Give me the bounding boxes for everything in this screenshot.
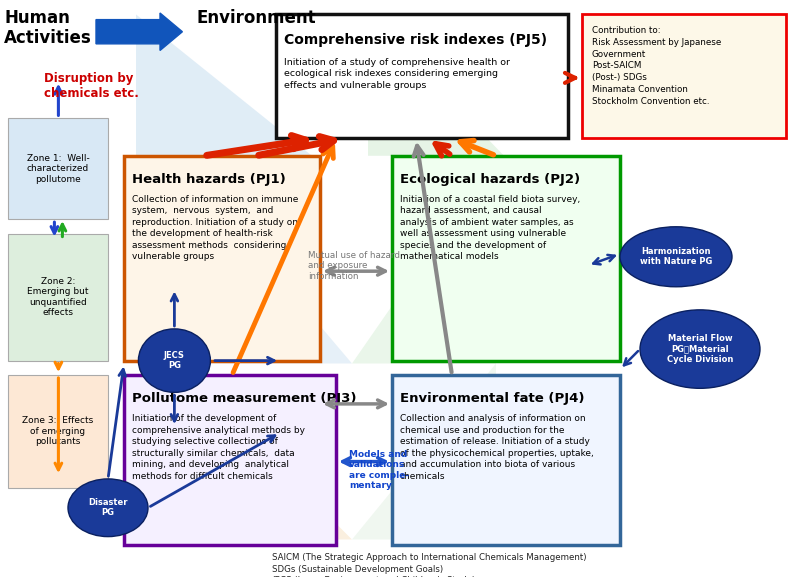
Text: Environmental fate (PJ4): Environmental fate (PJ4): [400, 392, 585, 406]
Text: Disruption by
chemicals etc.: Disruption by chemicals etc.: [44, 72, 139, 100]
Text: Mutual use of hazard
and exposure
information: Mutual use of hazard and exposure inform…: [308, 251, 400, 281]
Text: Human
Activities: Human Activities: [4, 9, 92, 47]
FancyBboxPatch shape: [124, 375, 336, 545]
Text: Zone 1:  Well-
characterized
pollutome: Zone 1: Well- characterized pollutome: [26, 154, 90, 183]
Polygon shape: [352, 364, 496, 539]
Text: Initiation of a coastal field biota survey,
hazard assessment, and causal
analys: Initiation of a coastal field biota surv…: [400, 195, 580, 261]
Text: SAICM (The Strategic Approach to International Chemicals Management)
SDGs (Susta: SAICM (The Strategic Approach to Interna…: [272, 553, 586, 577]
Text: Zone 3:  Effects
of emerging
pollutants: Zone 3: Effects of emerging pollutants: [22, 417, 94, 446]
Text: Comprehensive risk indexes (PJ5): Comprehensive risk indexes (PJ5): [284, 33, 547, 47]
FancyBboxPatch shape: [392, 156, 620, 361]
Polygon shape: [176, 364, 352, 539]
Text: Contribution to:
Risk Assessment by Japanese
Government
Post-SAICM
(Post-) SDGs
: Contribution to: Risk Assessment by Japa…: [592, 26, 722, 106]
Text: Disaster
PG: Disaster PG: [88, 498, 128, 518]
FancyArrow shape: [96, 13, 182, 51]
Text: Initiation of the development of
comprehensive analytical methods by
studying se: Initiation of the development of compreh…: [132, 414, 305, 481]
Text: Models and
validations
are comple-
mentary: Models and validations are comple- menta…: [349, 450, 409, 490]
Text: JECS
PG: JECS PG: [164, 351, 185, 370]
FancyBboxPatch shape: [8, 375, 108, 488]
Text: Collection and analysis of information on
chemical use and production for the
es: Collection and analysis of information o…: [400, 414, 594, 481]
Polygon shape: [176, 156, 352, 364]
Ellipse shape: [138, 329, 210, 392]
Ellipse shape: [620, 227, 732, 287]
FancyBboxPatch shape: [8, 118, 108, 219]
Text: Environment: Environment: [196, 9, 316, 27]
FancyBboxPatch shape: [124, 156, 320, 361]
Text: Initiation of a study of comprehensive health or
ecological risk indexes conside: Initiation of a study of comprehensive h…: [284, 58, 510, 89]
Text: Zone 2:
Emerging but
unquantified
effects: Zone 2: Emerging but unquantified effect…: [27, 277, 89, 317]
FancyBboxPatch shape: [8, 234, 108, 361]
Text: Material Flow
PG・Material
Cycle Division: Material Flow PG・Material Cycle Division: [667, 334, 733, 364]
Ellipse shape: [640, 310, 760, 388]
Text: Ecological hazards (PJ2): Ecological hazards (PJ2): [400, 173, 580, 186]
FancyBboxPatch shape: [582, 14, 786, 138]
Polygon shape: [368, 14, 504, 156]
Polygon shape: [136, 14, 312, 156]
Text: Pollutome measurement (PJ3): Pollutome measurement (PJ3): [132, 392, 357, 406]
Text: Collection of information on immune
system,  nervous  system,  and
reproduction.: Collection of information on immune syst…: [132, 195, 298, 261]
FancyBboxPatch shape: [392, 375, 620, 545]
Text: Health hazards (PJ1): Health hazards (PJ1): [132, 173, 286, 186]
Ellipse shape: [68, 479, 148, 537]
FancyBboxPatch shape: [276, 14, 568, 138]
Text: Harmonization
with Nature PG: Harmonization with Nature PG: [640, 247, 712, 267]
Polygon shape: [352, 156, 496, 364]
